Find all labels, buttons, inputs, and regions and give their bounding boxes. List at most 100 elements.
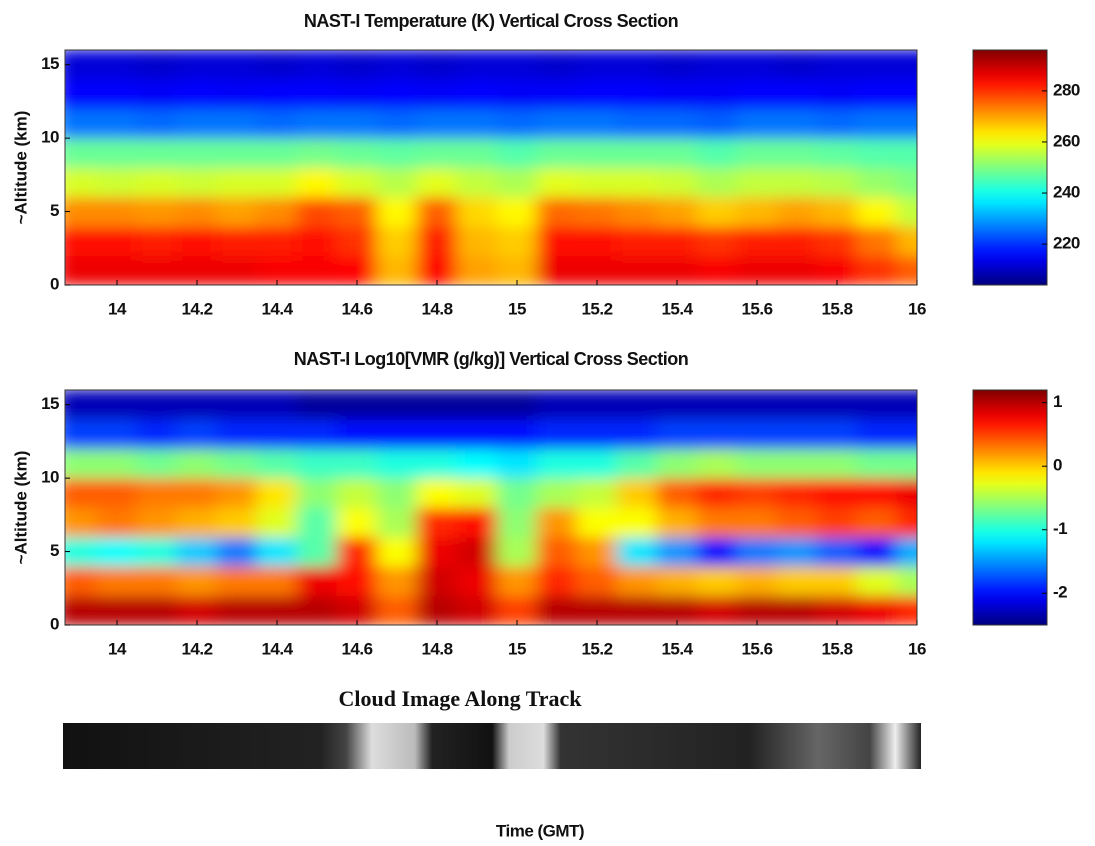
heat-cell — [256, 536, 298, 567]
heat-cell — [296, 137, 338, 168]
heat-cell — [136, 390, 178, 420]
heat-cell — [65, 108, 98, 139]
heat-cell — [296, 595, 338, 625]
heat-cell — [376, 565, 418, 597]
heat-cell — [256, 50, 298, 80]
heat-cell — [296, 448, 338, 479]
heat-cell — [696, 565, 738, 597]
heat-cell — [256, 108, 298, 139]
heat-cell — [176, 196, 218, 227]
heat-cell — [416, 565, 458, 597]
heat-cell — [736, 448, 778, 479]
heat-cell — [65, 390, 98, 420]
x-tick-label: 14.2 — [181, 299, 212, 318]
x-tick-label: 15.2 — [581, 299, 612, 318]
heat-cell — [65, 196, 98, 227]
heat-cell — [776, 78, 818, 110]
heat-cell — [256, 418, 298, 450]
heat-cell — [736, 536, 778, 567]
heat-cell — [376, 507, 418, 538]
heat-cell — [176, 565, 218, 597]
heat-cell — [536, 137, 578, 168]
heat-cell — [376, 255, 418, 285]
heat-cell — [696, 196, 738, 227]
heat-cell — [376, 137, 418, 168]
colorbar-tick-label: 280 — [1053, 80, 1080, 99]
heat-cell — [696, 50, 738, 80]
y-tick-label: 15 — [41, 54, 59, 73]
heat-cell — [896, 595, 917, 625]
heat-cell — [576, 225, 618, 257]
heat-cell — [456, 196, 498, 227]
heat-cell — [96, 477, 138, 508]
heat-cell — [65, 50, 98, 80]
heat-cell — [336, 507, 378, 538]
heat-cell — [856, 78, 898, 110]
heat-cell — [616, 507, 658, 538]
y-axis-label: ~Altitude (km) — [11, 451, 30, 565]
heat-cell — [456, 137, 498, 168]
plot-frame — [64, 49, 918, 286]
heat-cell — [736, 477, 778, 508]
heat-cell — [496, 507, 538, 538]
heat-cell — [336, 565, 378, 597]
heat-cell — [496, 418, 538, 450]
heat-cell — [136, 50, 178, 80]
heat-cell — [696, 137, 738, 168]
heat-cell — [416, 418, 458, 450]
heat-cell — [416, 167, 458, 198]
heat-cell — [376, 536, 418, 567]
x-tick-label: 16 — [908, 299, 926, 318]
heat-cell — [816, 137, 858, 168]
heat-cell — [616, 137, 658, 168]
plot-area — [65, 390, 917, 625]
heat-cell — [576, 108, 618, 139]
heat-cell — [376, 50, 418, 80]
heat-cell — [376, 167, 418, 198]
heat-cell — [65, 225, 98, 257]
heat-cell — [696, 507, 738, 538]
heat-cell — [576, 196, 618, 227]
x-tick-label: 15.6 — [741, 299, 772, 318]
heat-cell — [656, 137, 698, 168]
heat-cell — [336, 225, 378, 257]
heat-cell — [176, 418, 218, 450]
heat-cell — [776, 565, 818, 597]
cells — [65, 390, 917, 625]
heat-cell — [96, 225, 138, 257]
heat-cell — [776, 595, 818, 625]
heat-cell — [336, 167, 378, 198]
heat-cell — [456, 255, 498, 285]
heat-cell — [416, 390, 458, 420]
heat-cell — [576, 507, 618, 538]
heat-cell — [136, 536, 178, 567]
heat-cell — [536, 477, 578, 508]
heat-cell — [776, 418, 818, 450]
y-tick-label: 15 — [41, 394, 59, 413]
colorbar-tick-label: 220 — [1053, 234, 1080, 253]
heat-cell — [616, 50, 658, 80]
heat-cell — [65, 418, 98, 450]
heat-cell — [896, 477, 917, 508]
heat-cell — [216, 507, 258, 538]
heat-cell — [96, 78, 138, 110]
heat-cell — [496, 137, 538, 168]
heat-cell — [736, 565, 778, 597]
heat-cell — [736, 418, 778, 450]
heat-cell — [416, 108, 458, 139]
heat-cell — [136, 448, 178, 479]
heat-cell — [456, 536, 498, 567]
heat-cell — [296, 196, 338, 227]
heat-cell — [776, 536, 818, 567]
heat-cell — [176, 108, 218, 139]
heat-cell — [696, 390, 738, 420]
heat-cell — [65, 565, 98, 597]
heat-cell — [496, 196, 538, 227]
heat-cell — [216, 565, 258, 597]
heat-cell — [296, 50, 338, 80]
heat-cell — [296, 390, 338, 420]
heat-cell — [616, 78, 658, 110]
heat-cell — [496, 477, 538, 508]
heat-cell — [176, 390, 218, 420]
heat-cell — [96, 50, 138, 80]
